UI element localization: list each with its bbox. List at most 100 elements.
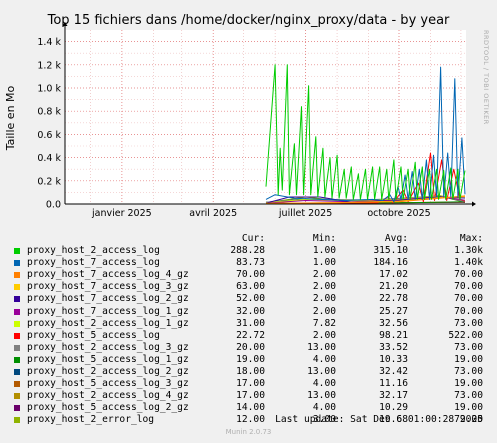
y-tick-label: 1.4 k: [37, 37, 61, 48]
legend-series-name: proxy_host_5_access_log_1_gz: [27, 353, 189, 365]
legend-max-value: 1.30k: [454, 245, 483, 257]
legend-max-value: 73.00: [454, 366, 483, 378]
legend-color-swatch: [14, 369, 20, 376]
legend-min-value: 1.00: [312, 257, 336, 269]
legend-color-swatch: [14, 284, 20, 291]
legend-avg-value: 10.33: [379, 353, 408, 365]
legend-max-value: 73.00: [454, 317, 483, 329]
legend-item: proxy_host_7_access_log 83.73 1.00 184.16 1.…: [0, 257, 497, 269]
legend-cur-value: 22.72: [236, 329, 265, 341]
legend-series-name: proxy_host_7_access_log_1_gz: [27, 305, 189, 317]
legend-cur-value: 52.00: [236, 293, 265, 305]
legend-avg-value: 32.42: [379, 366, 408, 378]
series-line-proxy-host-7-access-log-4-gz: [265, 195, 466, 204]
legend-max-value: 70.00: [454, 269, 483, 281]
legend-max-value: 70.00: [454, 281, 483, 293]
legend-header-min: Min:: [312, 233, 336, 244]
legend-min-value: 4.00: [312, 353, 336, 365]
legend-avg-value: 21.20: [379, 281, 408, 293]
series-line-proxy-host-7-access-log: [265, 66, 466, 203]
y-tick-label: 0.2 k: [37, 176, 61, 187]
legend-color-swatch: [14, 296, 20, 303]
legend-item: proxy_host_2_access_log_3_gz 20.00 13.00 33…: [0, 342, 497, 354]
legend-color-swatch: [14, 320, 20, 327]
legend-series-name: proxy_host_2_access_log_4_gz: [27, 390, 189, 402]
legend-series-name: proxy_host_7_access_log_2_gz: [27, 293, 189, 305]
legend-max-value: 1.40k: [454, 257, 483, 269]
legend-cur-value: 32.00: [236, 305, 265, 317]
legend-avg-value: 315.10: [373, 245, 408, 257]
legend-color-swatch: [14, 248, 20, 255]
legend-series-name: proxy_host_2_error_log: [27, 414, 155, 426]
legend-cur-value: 31.00: [236, 317, 265, 329]
legend-color-swatch: [14, 393, 20, 400]
legend-cur-value: 18.00: [236, 366, 265, 378]
legend-avg-value: 184.16: [373, 257, 408, 269]
legend-color-swatch: [14, 308, 20, 315]
grid-lines: [65, 30, 466, 204]
legend-max-value: 73.00: [454, 390, 483, 402]
legend-series-name: proxy_host_2_access_log: [27, 245, 160, 257]
legend-color-swatch: [14, 272, 20, 279]
legend-min-value: 4.00: [312, 378, 336, 390]
legend-color-swatch: [14, 260, 20, 267]
legend-cur-value: 63.00: [236, 281, 265, 293]
legend-max-value: 522.00: [448, 329, 483, 341]
legend-cur-value: 14.00: [236, 402, 265, 414]
legend-item: proxy_host_7_access_log_1_gz 32.00 2.00 25.…: [0, 306, 497, 318]
legend-item: proxy_host_5_access_log_3_gz 17.00 4.00 11.…: [0, 378, 497, 390]
legend-min-value: 2.00: [312, 329, 336, 341]
legend-header-avg: Avg:: [384, 233, 408, 244]
legend-max-value: 73.00: [454, 341, 483, 353]
legend-min-value: 13.00: [307, 366, 336, 378]
legend-min-value: 3.00: [312, 414, 336, 426]
legend-item: proxy_host_2_access_log_4_gz 17.00 13.00 32…: [0, 390, 497, 402]
legend-avg-value: 10.29: [379, 402, 408, 414]
legend-min-value: 2.00: [312, 305, 336, 317]
legend-max-value: 19.00: [454, 353, 483, 365]
x-axis-arrow: [472, 201, 476, 207]
y-tick-label: 0.8 k: [37, 107, 61, 118]
legend-cur-value: 12.00: [236, 414, 265, 426]
legend-item: proxy_host_5_access_log 22.72 2.00 98.21 522…: [0, 330, 497, 342]
last-update: Last update: Sat Dec 6 01:00:28 2025: [275, 414, 483, 425]
y-axis-label: Taille en Mo: [4, 85, 17, 151]
y-tick-label: 0.0: [46, 200, 61, 211]
y-tick-label: 1.2 k: [37, 60, 61, 71]
legend-item: proxy_host_5_access_log_1_gz 19.00 4.00 10.…: [0, 354, 497, 366]
y-tick-label: 1.0 k: [37, 84, 61, 95]
x-tick-label: juillet 2025: [278, 208, 332, 219]
legend-header-cur: Cur:: [241, 233, 265, 244]
legend-cur-value: 70.00: [236, 269, 265, 281]
rrdtool-side-label: RRDTOOL / TOBI OETIKER: [482, 30, 490, 125]
legend-cur-value: 17.00: [236, 390, 265, 402]
x-tick-label: janvier 2025: [91, 208, 152, 219]
legend-series-name: proxy_host_2_access_log_3_gz: [27, 341, 189, 353]
legend-cur-value: 83.73: [236, 257, 265, 269]
axes: [62, 22, 476, 207]
legend-max-value: 19.00: [454, 378, 483, 390]
legend-series-name: proxy_host_7_access_log_4_gz: [27, 269, 189, 281]
legend-max-value: 70.00: [454, 293, 483, 305]
legend-min-value: 13.00: [307, 390, 336, 402]
legend-color-swatch: [14, 417, 20, 424]
legend-cur-value: 19.00: [236, 353, 265, 365]
legend-avg-value: 25.27: [379, 305, 408, 317]
legend-avg-value: 11.16: [379, 378, 408, 390]
series-line-proxy-host-2-access-log: [265, 64, 466, 200]
legend-avg-value: 32.17: [379, 390, 408, 402]
legend-series-name: proxy_host_7_access_log_3_gz: [27, 281, 189, 293]
legend-series-name: proxy_host_5_access_log_3_gz: [27, 378, 189, 390]
legend-color-swatch: [14, 356, 20, 363]
legend-max-value: 70.00: [454, 305, 483, 317]
legend-avg-value: 22.78: [379, 293, 408, 305]
legend-cur-value: 20.00: [236, 341, 265, 353]
legend-color-swatch: [14, 332, 20, 339]
y-tick-label: 0.6 k: [37, 130, 61, 141]
legend-avg-value: 17.02: [379, 269, 408, 281]
y-tick-labels: 0.0 0.2 k 0.4 k 0.6 k 0.8 k 1.0 k 1.2 k 1.4 k: [37, 37, 61, 210]
legend-item: proxy_host_7_access_log_2_gz 52.00 2.00 22.…: [0, 293, 497, 305]
x-tick-labels: janvier 2025 avril 2025 juillet 2025 octobr…: [91, 208, 431, 219]
legend-item: proxy_host_7_access_log_3_gz 63.00 2.00 21.…: [0, 281, 497, 293]
